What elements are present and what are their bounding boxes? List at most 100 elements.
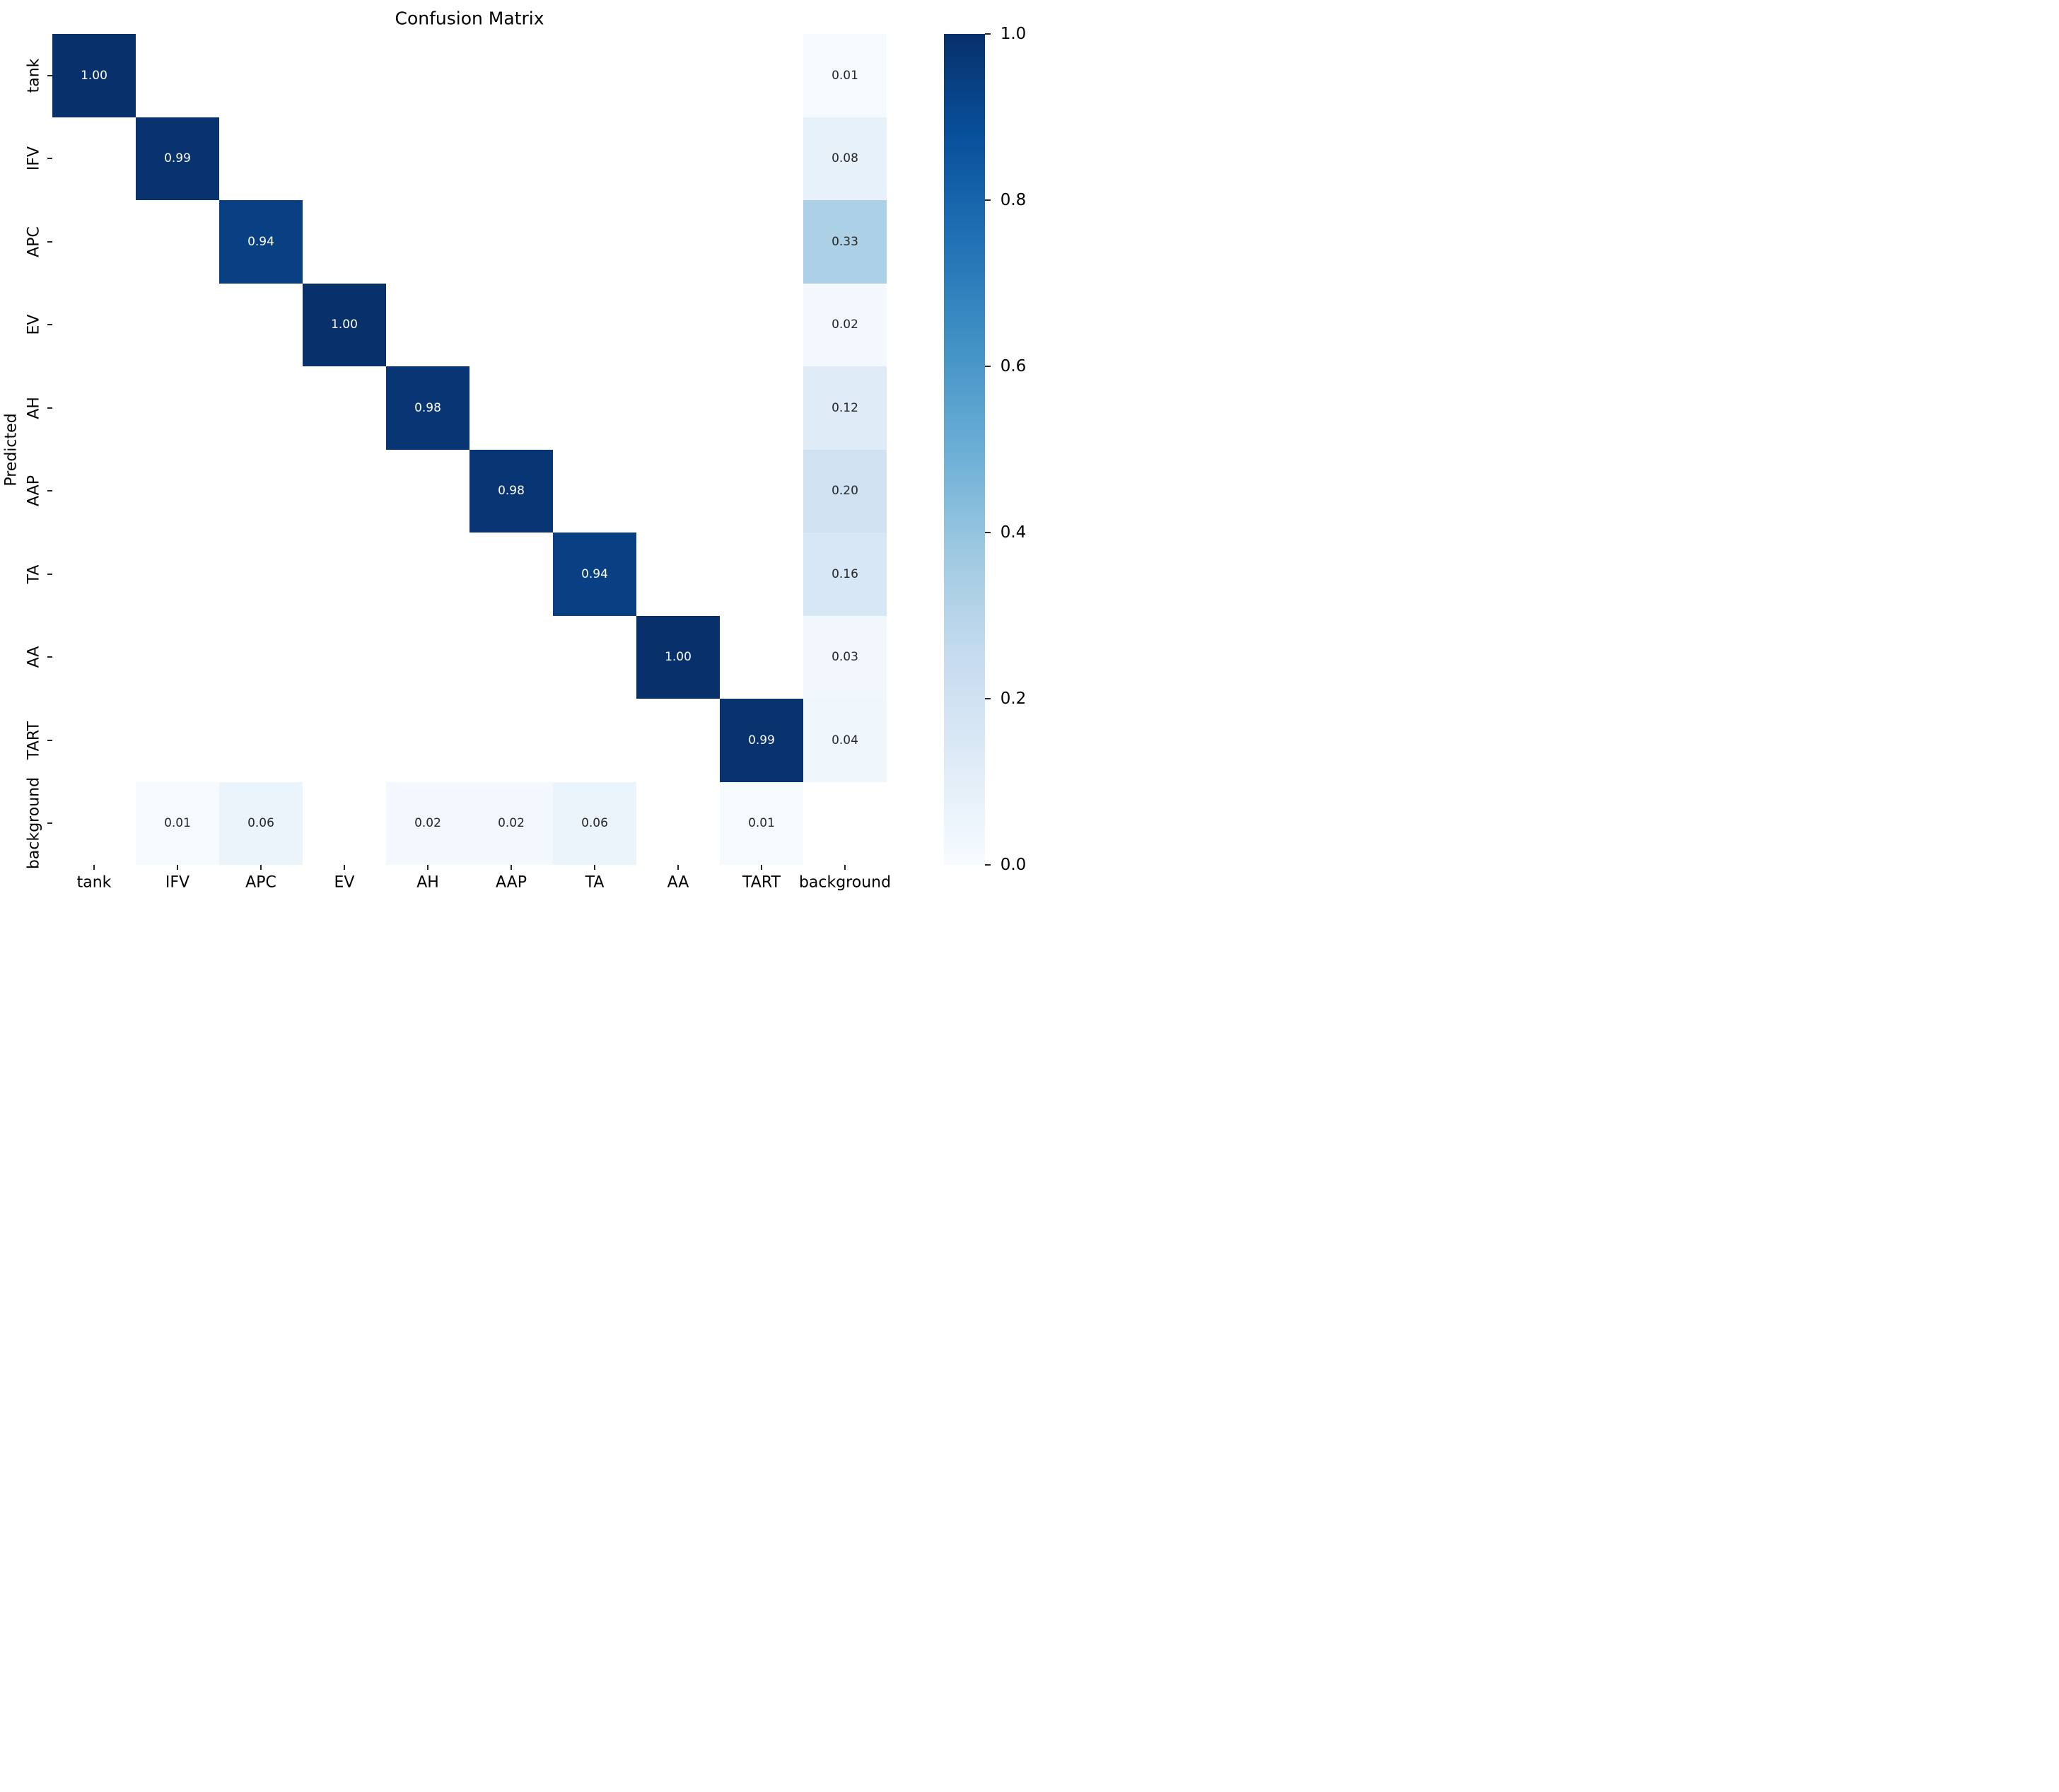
cell-value: 0.99	[748, 733, 775, 747]
cell-value: 0.33	[832, 234, 858, 249]
x-tick-label: tank	[76, 873, 112, 892]
cell-value: 1.00	[331, 318, 358, 332]
colorbar-tick-label: 0.4	[1000, 523, 1027, 542]
cell-value: 1.00	[81, 68, 107, 83]
y-tick-label: APC	[25, 226, 43, 257]
cell-value: 0.01	[748, 816, 775, 831]
heatmap-cell: 0.94	[219, 200, 303, 284]
x-tick-label: background	[798, 873, 892, 892]
colorbar-tick-mark	[985, 199, 991, 201]
colorbar-tick-label: 0.0	[1000, 856, 1027, 874]
heatmap-cell: 0.99	[720, 699, 803, 782]
y-tick-label: TART	[25, 721, 43, 760]
y-tick-mark	[47, 158, 52, 160]
x-tick-label: AH	[416, 873, 439, 892]
heatmap-cell: 0.33	[803, 200, 887, 284]
x-tick-label: AA	[667, 873, 689, 892]
heatmap-cell: 0.99	[136, 117, 219, 200]
colorbar-tick-mark	[985, 33, 991, 35]
y-tick-label: AAP	[25, 475, 43, 507]
cell-value: 0.98	[498, 484, 525, 499]
y-tick-label: TA	[25, 564, 43, 584]
cell-value: 0.02	[498, 816, 525, 831]
cell-value: 0.01	[164, 816, 191, 831]
heatmap-cell: 0.01	[136, 781, 219, 865]
y-tick-mark	[47, 407, 52, 409]
x-tick-label: EV	[334, 873, 355, 892]
colorbar-tick-label: 0.6	[1000, 357, 1027, 376]
cell-value: 0.06	[247, 816, 274, 831]
y-tick-label: IFV	[25, 146, 43, 171]
x-tick-label: TART	[742, 873, 781, 892]
chart-title: Confusion Matrix	[395, 8, 544, 29]
colorbar-tick-label: 1.0	[1000, 25, 1027, 43]
colorbar-tick-label: 0.2	[1000, 690, 1027, 708]
heatmap-cell: 0.12	[803, 366, 887, 450]
cell-value: 0.06	[581, 816, 608, 831]
x-tick-label: AAP	[496, 873, 527, 892]
y-axis-label: Predicted	[2, 412, 21, 487]
cell-value: 0.98	[414, 400, 441, 415]
cell-value: 0.99	[164, 151, 191, 166]
y-tick-mark	[47, 324, 52, 326]
x-tick-label: TA	[585, 873, 605, 892]
y-tick-mark	[47, 739, 52, 741]
cell-value: 0.02	[414, 816, 441, 831]
heatmap-cell: 0.02	[803, 283, 887, 366]
y-tick-mark	[47, 822, 52, 825]
x-tick-mark	[677, 865, 679, 870]
y-tick-mark	[47, 74, 52, 76]
cell-value: 0.12	[832, 400, 858, 415]
x-tick-mark	[844, 865, 846, 870]
cell-value: 0.94	[581, 566, 608, 581]
y-tick-label: background	[25, 777, 43, 870]
heatmap-cell: 1.00	[636, 615, 720, 699]
y-tick-label: tank	[25, 58, 43, 93]
x-tick-label: IFV	[165, 873, 190, 892]
cell-value: 0.04	[832, 733, 858, 747]
colorbar-gradient	[944, 34, 985, 865]
cell-value: 0.02	[832, 318, 858, 332]
x-tick-mark	[594, 865, 595, 870]
cell-value: 0.03	[832, 650, 858, 665]
y-tick-mark	[47, 240, 52, 243]
colorbar-tick-mark	[985, 366, 991, 367]
x-tick-mark	[177, 865, 178, 870]
heatmap-cell: 0.20	[803, 449, 887, 533]
confusion-matrix-figure: Confusion Matrix Predicted 1.00 0.01 0.99 0…	[0, 0, 1030, 896]
heatmap-cell: 0.06	[219, 781, 303, 865]
cell-value: 0.01	[832, 68, 858, 83]
heatmap-cell: 1.00	[52, 34, 136, 117]
x-tick-mark	[344, 865, 345, 870]
cell-value: 0.08	[832, 151, 858, 166]
x-tick-mark	[93, 865, 95, 870]
x-tick-mark	[260, 865, 262, 870]
x-tick-label: APC	[245, 873, 276, 892]
colorbar-tick-label: 0.8	[1000, 191, 1027, 209]
colorbar-tick-mark	[985, 864, 991, 866]
cell-value: 0.94	[247, 234, 274, 249]
heatmap-cell: 0.98	[386, 366, 469, 450]
x-tick-mark	[761, 865, 762, 870]
x-tick-mark	[427, 865, 428, 870]
cell-value: 0.20	[832, 484, 858, 499]
y-tick-mark	[47, 656, 52, 658]
y-tick-mark	[47, 573, 52, 575]
heatmap-cell: 1.00	[303, 283, 386, 366]
heatmap-cell: 0.94	[553, 533, 636, 616]
heatmap-cell: 0.01	[803, 34, 887, 117]
heatmap-cell: 0.02	[386, 781, 469, 865]
colorbar-tick-mark	[985, 532, 991, 533]
y-tick-mark	[47, 490, 52, 492]
heatmap-cell: 0.98	[469, 449, 553, 533]
heatmap-grid: 1.00 0.01 0.99 0.08 0.94 0.33 1.00 0.02 0.98 0.12…	[52, 34, 887, 865]
cell-value: 0.16	[832, 566, 858, 581]
heatmap-cell: 0.16	[803, 533, 887, 616]
y-tick-label: EV	[25, 314, 43, 335]
cell-value: 1.00	[665, 650, 692, 665]
heatmap-cell: 0.08	[803, 117, 887, 200]
y-tick-label: AA	[25, 646, 43, 668]
heatmap-cell: 0.06	[553, 781, 636, 865]
heatmap-cell: 0.02	[469, 781, 553, 865]
x-tick-mark	[511, 865, 512, 870]
